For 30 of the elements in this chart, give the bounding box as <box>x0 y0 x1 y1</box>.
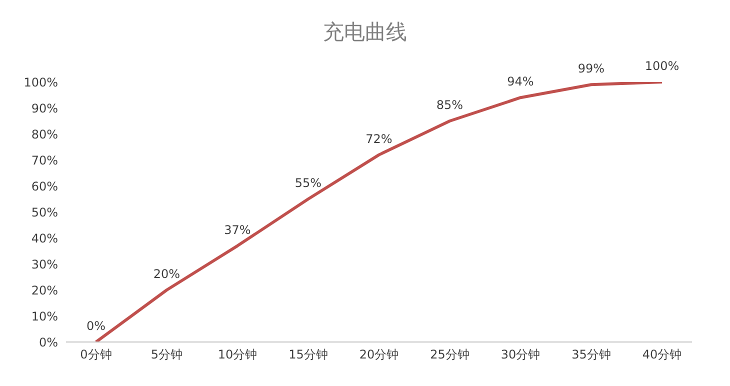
x-tick-label: 15分钟 <box>288 348 328 362</box>
x-tick-label: 10分钟 <box>218 348 258 362</box>
data-label: 99% <box>578 62 605 76</box>
y-tick-label: 20% <box>31 283 58 298</box>
y-tick-label: 90% <box>31 101 58 116</box>
chart-title: 充电曲线 <box>322 19 408 46</box>
x-tick-label: 0分钟 <box>80 348 112 362</box>
data-label: 94% <box>507 74 534 89</box>
x-tick-label: 30分钟 <box>500 348 540 362</box>
data-label: 37% <box>224 222 251 237</box>
x-tick-label: 20分钟 <box>359 348 399 362</box>
y-tick-label: 50% <box>31 205 58 220</box>
y-tick-label: 80% <box>31 127 58 142</box>
y-tick-label: 0% <box>38 335 58 350</box>
data-label: 100% <box>644 59 680 73</box>
y-tick-label: 70% <box>31 153 58 168</box>
y-tick-label: 30% <box>31 257 58 272</box>
y-tick-label: 100% <box>24 75 58 90</box>
data-label: 72% <box>366 132 392 146</box>
y-tick-label: 40% <box>31 231 58 246</box>
y-tick-label: 10% <box>31 309 58 324</box>
data-label: 55% <box>294 176 322 190</box>
data-label: 0% <box>86 319 106 333</box>
y-tick-label: 60% <box>31 179 58 194</box>
data-label: 85% <box>436 98 464 112</box>
x-tick-label: 5分钟 <box>150 348 183 362</box>
x-tick-label: 40分钟 <box>642 348 682 362</box>
data-label: 20% <box>153 267 180 281</box>
x-tick-label: 25分钟 <box>430 348 470 362</box>
x-tick-label: 35分钟 <box>572 348 611 362</box>
